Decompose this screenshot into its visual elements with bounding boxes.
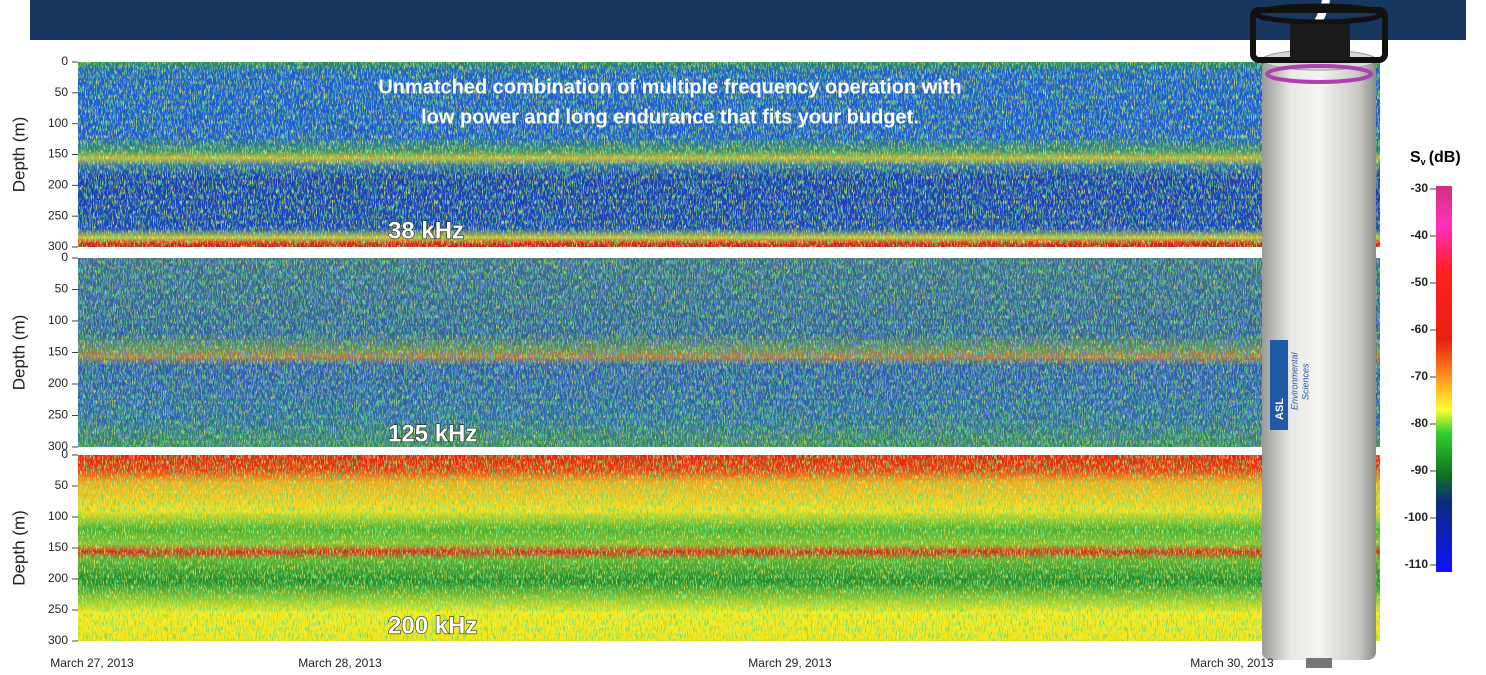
frequency-label: 200 kHz [388, 612, 477, 639]
y-tick-label: 200 [48, 571, 68, 585]
colorbar-tick-label: -40 [1411, 228, 1429, 242]
colorbar-tick-label: -60 [1411, 322, 1429, 336]
y-tick-label: 250 [48, 408, 68, 422]
colorbar-tick-label: -80 [1411, 416, 1429, 430]
echogram-texture [78, 455, 1380, 641]
colorbar-tick-label: -30 [1411, 181, 1429, 195]
y-tick-label: 0 [61, 54, 68, 68]
tagline: low power and long endurance that fits y… [421, 106, 919, 128]
instrument: ASL Environmental Sciences [1250, 3, 1388, 668]
colorbar-tick-label: -50 [1411, 275, 1429, 289]
colorbar-tick-label: -70 [1411, 369, 1429, 383]
colorbar-tick-label: -110 [1405, 557, 1429, 571]
y-tick-label: 200 [48, 178, 68, 192]
y-tick-label: 150 [48, 540, 68, 554]
y-tick-label: 200 [48, 376, 68, 390]
colorbar-title-unit: (dB) [1429, 149, 1461, 166]
colorbar-tick-label: -100 [1404, 510, 1428, 524]
y-tick-label: 250 [48, 602, 68, 616]
instrument-body [1262, 60, 1376, 660]
y-tick-label: 50 [55, 85, 69, 99]
colorbar-title: Sv (dB) [1410, 149, 1461, 167]
y-axis-label: Depth (m) [9, 315, 28, 391]
y-tick-label: 0 [61, 447, 68, 461]
colorbar: Sv (dB) -30 -40 -50 -60 -70 -80 -90 -100 -110 [1404, 149, 1461, 572]
y-tick-label: 300 [48, 239, 68, 253]
y-axis-label: Depth (m) [9, 117, 28, 193]
instrument-foot [1306, 658, 1332, 668]
y-tick-label: 300 [48, 439, 68, 453]
y-axis-label: Depth (m) [9, 510, 28, 586]
x-tick-label: March 30, 2013 [1190, 656, 1274, 670]
colorbar-ramp [1436, 186, 1452, 572]
echogram-texture [78, 258, 1380, 447]
y-tick-label: 250 [48, 208, 68, 222]
y-tick-label: 0 [61, 250, 68, 264]
tagline: Unmatched combination of multiple freque… [378, 76, 961, 98]
frequency-label: 125 kHz [388, 420, 477, 447]
instrument-cage-rim [1254, 3, 1384, 25]
logo-panel [1270, 340, 1288, 430]
colorbar-title-main: S [1410, 149, 1421, 166]
echograms: 0 50 100 150 200 250 300 Depth (m) 38 kHz 0 50 100 1… [9, 54, 1380, 647]
logo-brand: ASL [1274, 398, 1286, 420]
x-tick-label: March 29, 2013 [748, 656, 832, 670]
y-tick-label: 50 [55, 282, 69, 296]
x-tick-label: March 28, 2013 [298, 656, 382, 670]
y-tick-label: 150 [48, 147, 68, 161]
y-tick-label: 300 [48, 633, 68, 647]
banner [30, 0, 1466, 40]
y-tick-label: 100 [48, 313, 68, 327]
y-tick-label: 150 [48, 345, 68, 359]
logo-name: Sciences [1300, 363, 1310, 400]
instrument-ring [1265, 64, 1373, 84]
logo-name: Environmental [1289, 351, 1299, 410]
colorbar-title-sub: v [1421, 157, 1426, 167]
instrument-head [1290, 20, 1350, 60]
x-tick-label: March 27, 2013 [50, 656, 134, 670]
y-tick-label: 100 [48, 116, 68, 130]
frequency-label: 38 kHz [388, 217, 464, 244]
y-tick-label: 100 [48, 509, 68, 523]
colorbar-tick-label: -90 [1411, 463, 1429, 477]
y-tick-label: 50 [55, 478, 69, 492]
echogram-texture [78, 62, 1380, 247]
